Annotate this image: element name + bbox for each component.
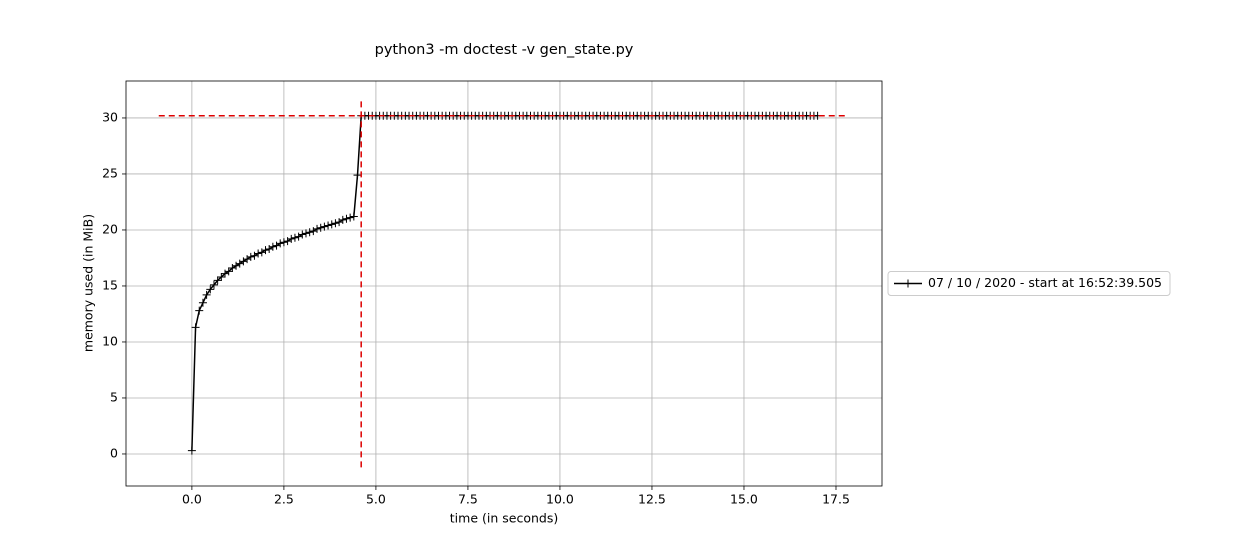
marker — [301, 229, 310, 238]
marker — [298, 230, 307, 239]
marker — [313, 224, 322, 233]
marker — [290, 233, 299, 242]
marker — [353, 171, 362, 180]
marker — [331, 219, 340, 228]
chart-title: python3 -m doctest -v gen_state.py — [375, 42, 634, 58]
y-tick-label: 15 — [102, 277, 118, 292]
marker — [327, 220, 336, 229]
y-axis-label: memory used (in MiB) — [81, 214, 96, 352]
x-tick-label: 17.5 — [822, 492, 850, 507]
legend-label: 07 / 10 / 2020 - start at 16:52:39.505 — [928, 275, 1162, 290]
x-tick-label: 2.5 — [274, 492, 294, 507]
x-tick-label: 5.0 — [366, 492, 386, 507]
marker — [217, 273, 226, 282]
y-tick-label: 10 — [102, 333, 118, 348]
marker — [224, 267, 233, 276]
marker — [202, 290, 211, 299]
marker — [316, 223, 325, 232]
marker — [324, 221, 333, 230]
marker — [254, 249, 263, 258]
x-tick-label: 0.0 — [182, 492, 202, 507]
marker — [268, 242, 277, 251]
marker — [320, 222, 329, 231]
marker — [305, 228, 314, 237]
marker — [342, 214, 351, 223]
marker — [346, 213, 355, 222]
y-tick-label: 25 — [102, 165, 118, 180]
legend-box — [887, 271, 1171, 296]
plot-frame — [125, 80, 883, 487]
marker — [279, 238, 288, 247]
legend-marker — [904, 279, 912, 288]
x-tick-label: 12.5 — [638, 492, 666, 507]
marker — [287, 234, 296, 243]
marker — [206, 285, 215, 294]
x-tick-label: 7.5 — [458, 492, 478, 507]
marker — [276, 239, 285, 248]
marker — [195, 306, 204, 315]
x-tick-label: 15.0 — [730, 492, 758, 507]
x-axis-label: time (in seconds) — [450, 511, 558, 526]
y-tick-label: 20 — [102, 221, 118, 236]
marker — [191, 323, 200, 332]
marker — [261, 246, 270, 255]
marker — [198, 298, 207, 307]
marker — [338, 215, 347, 224]
y-tick-label: 0 — [110, 445, 118, 460]
marker — [349, 212, 358, 221]
marker — [213, 276, 222, 285]
marker — [209, 280, 218, 289]
marker — [187, 446, 196, 455]
y-tick-label: 30 — [102, 109, 118, 124]
marker — [246, 252, 255, 261]
legend: 07 / 10 / 2020 - start at 16:52:39.505 — [887, 271, 1171, 296]
y-tick-label: 5 — [110, 389, 118, 404]
x-tick-label: 10.0 — [546, 492, 574, 507]
